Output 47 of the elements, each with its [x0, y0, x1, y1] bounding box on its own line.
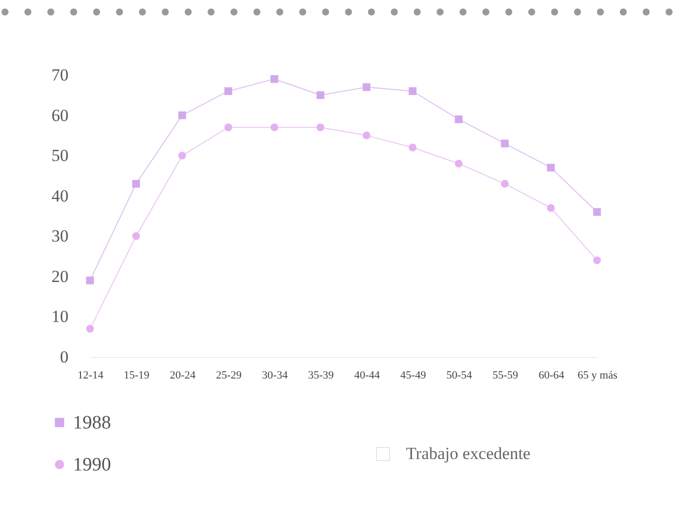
point: [500, 180, 509, 188]
point: [132, 232, 140, 240]
text: Trabajo excedente: [406, 444, 530, 464]
point: [224, 87, 232, 95]
x-tick-label: 20-24: [170, 370, 196, 382]
y-tick-label: 30: [52, 226, 68, 246]
point: [454, 160, 463, 168]
point: [86, 276, 94, 284]
point: [86, 324, 94, 333]
point: [132, 180, 140, 188]
point: [316, 124, 324, 132]
x-tick-label: 35-39: [308, 370, 334, 382]
legend-label: 1988: [73, 412, 111, 434]
point: [500, 140, 509, 148]
x-tick-label: 50-54: [446, 370, 473, 382]
point: [593, 256, 601, 264]
point: [178, 152, 186, 160]
y-tick-label: 40: [52, 186, 68, 206]
y-tick-label: 20: [52, 266, 68, 286]
x-tick-label: 40-44: [354, 370, 380, 382]
point: [316, 91, 324, 100]
point: [270, 75, 278, 83]
point: [408, 144, 417, 152]
y-tick-label: 60: [52, 106, 68, 125]
x-tick-label: 30-34: [262, 370, 288, 382]
point: [408, 87, 417, 95]
point: [547, 204, 555, 212]
legend-label: 1990: [73, 454, 111, 476]
y-tick-label: 70: [52, 66, 68, 84]
point: [362, 132, 370, 140]
point: [270, 124, 278, 132]
point: [224, 124, 232, 132]
x-tick-label: 45-49: [400, 370, 426, 382]
x-tick-label: 25-29: [216, 370, 242, 382]
point: [547, 164, 555, 172]
point: [362, 83, 370, 91]
point: [593, 208, 601, 216]
y-tick-label: 50: [52, 146, 68, 166]
x-tick-label: 12-14: [78, 370, 104, 382]
y-tick-label: 10: [52, 307, 68, 326]
x-tick-label: 55-59: [492, 370, 519, 382]
y-tick-label: 0: [60, 348, 68, 366]
point: [178, 111, 186, 120]
x-tick-label: 60-64: [538, 370, 565, 382]
x-tick-label: 15-19: [124, 370, 150, 382]
x-tick-label: 65 y más: [578, 370, 618, 382]
point: [454, 115, 463, 124]
